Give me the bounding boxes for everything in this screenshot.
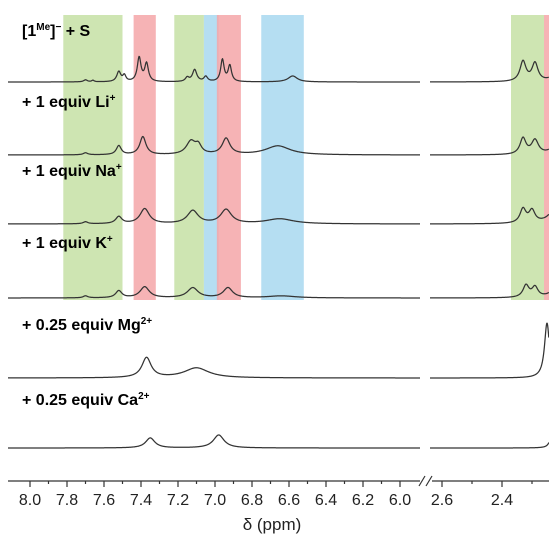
x-left-tick-label: 6.4 [315, 492, 337, 509]
highlight-band-7 [511, 15, 544, 300]
spectrum-label-5: + 0.25 equiv Mg2+ [22, 316, 152, 334]
highlight-band-6 [261, 15, 304, 300]
axis-break-mark [418, 475, 426, 487]
x-axis: 8.07.87.67.47.27.06.86.66.46.26.02.62.42… [8, 475, 549, 509]
highlight-bands [63, 15, 549, 300]
highlight-band-3 [174, 15, 204, 300]
spectrum-left-1 [7, 55, 421, 83]
spectrum-label-6: + 0.25 equiv Ca2+ [22, 391, 150, 409]
highlight-band-5 [216, 15, 241, 300]
highlight-band-1 [63, 15, 123, 300]
spectrum-right-1 [429, 59, 549, 83]
x-left-tick-label: 6.8 [241, 492, 263, 509]
x-left-tick-label: 6.0 [389, 492, 411, 509]
x-right-tick-label: 2.4 [491, 492, 513, 509]
highlight-band-2 [133, 15, 156, 300]
x-left-tick-label: 7.4 [130, 492, 152, 509]
highlight-band-4 [203, 15, 219, 300]
spectrum-right-4 [429, 283, 549, 299]
spectrum-right-5 [429, 322, 549, 379]
x-left-tick-label: 6.2 [352, 492, 374, 509]
spectrum-left-5 [7, 356, 421, 379]
x-right-tick-label: 2.6 [431, 492, 453, 509]
spectrum-right-6 [429, 442, 549, 449]
spectrum-left-4 [7, 285, 421, 299]
x-left-tick-label: 6.6 [278, 492, 300, 509]
spectra-traces [7, 55, 549, 449]
spectrum-label-2: + 1 equiv Li+ [22, 93, 116, 111]
spectrum-left-3 [7, 207, 421, 225]
highlight-band-8 [544, 15, 549, 300]
spectrum-labels: [1Me]− + S + 1 equiv Li+ + 1 equiv Na+ + 1 … [22, 22, 152, 409]
spectrum-label-1: [1Me]− + S [22, 22, 91, 40]
x-left-tick-label: 7.0 [204, 492, 226, 509]
axis-break-mark [425, 475, 433, 487]
x-axis-title: δ (ppm) [243, 515, 302, 534]
x-left-tick-label: 8.0 [19, 492, 41, 509]
x-left-tick-label: 7.2 [167, 492, 189, 509]
spectrum-label-3: + 1 equiv Na+ [22, 162, 122, 180]
x-left-tick-label: 7.6 [93, 492, 115, 509]
spectrum-label-4: + 1 equiv K+ [22, 234, 113, 252]
spectrum-right-3 [429, 206, 549, 225]
spectrum-left-2 [7, 135, 421, 156]
spectrum-left-6 [7, 434, 421, 449]
x-left-tick-label: 7.8 [56, 492, 78, 509]
spectrum-right-2 [429, 136, 549, 156]
